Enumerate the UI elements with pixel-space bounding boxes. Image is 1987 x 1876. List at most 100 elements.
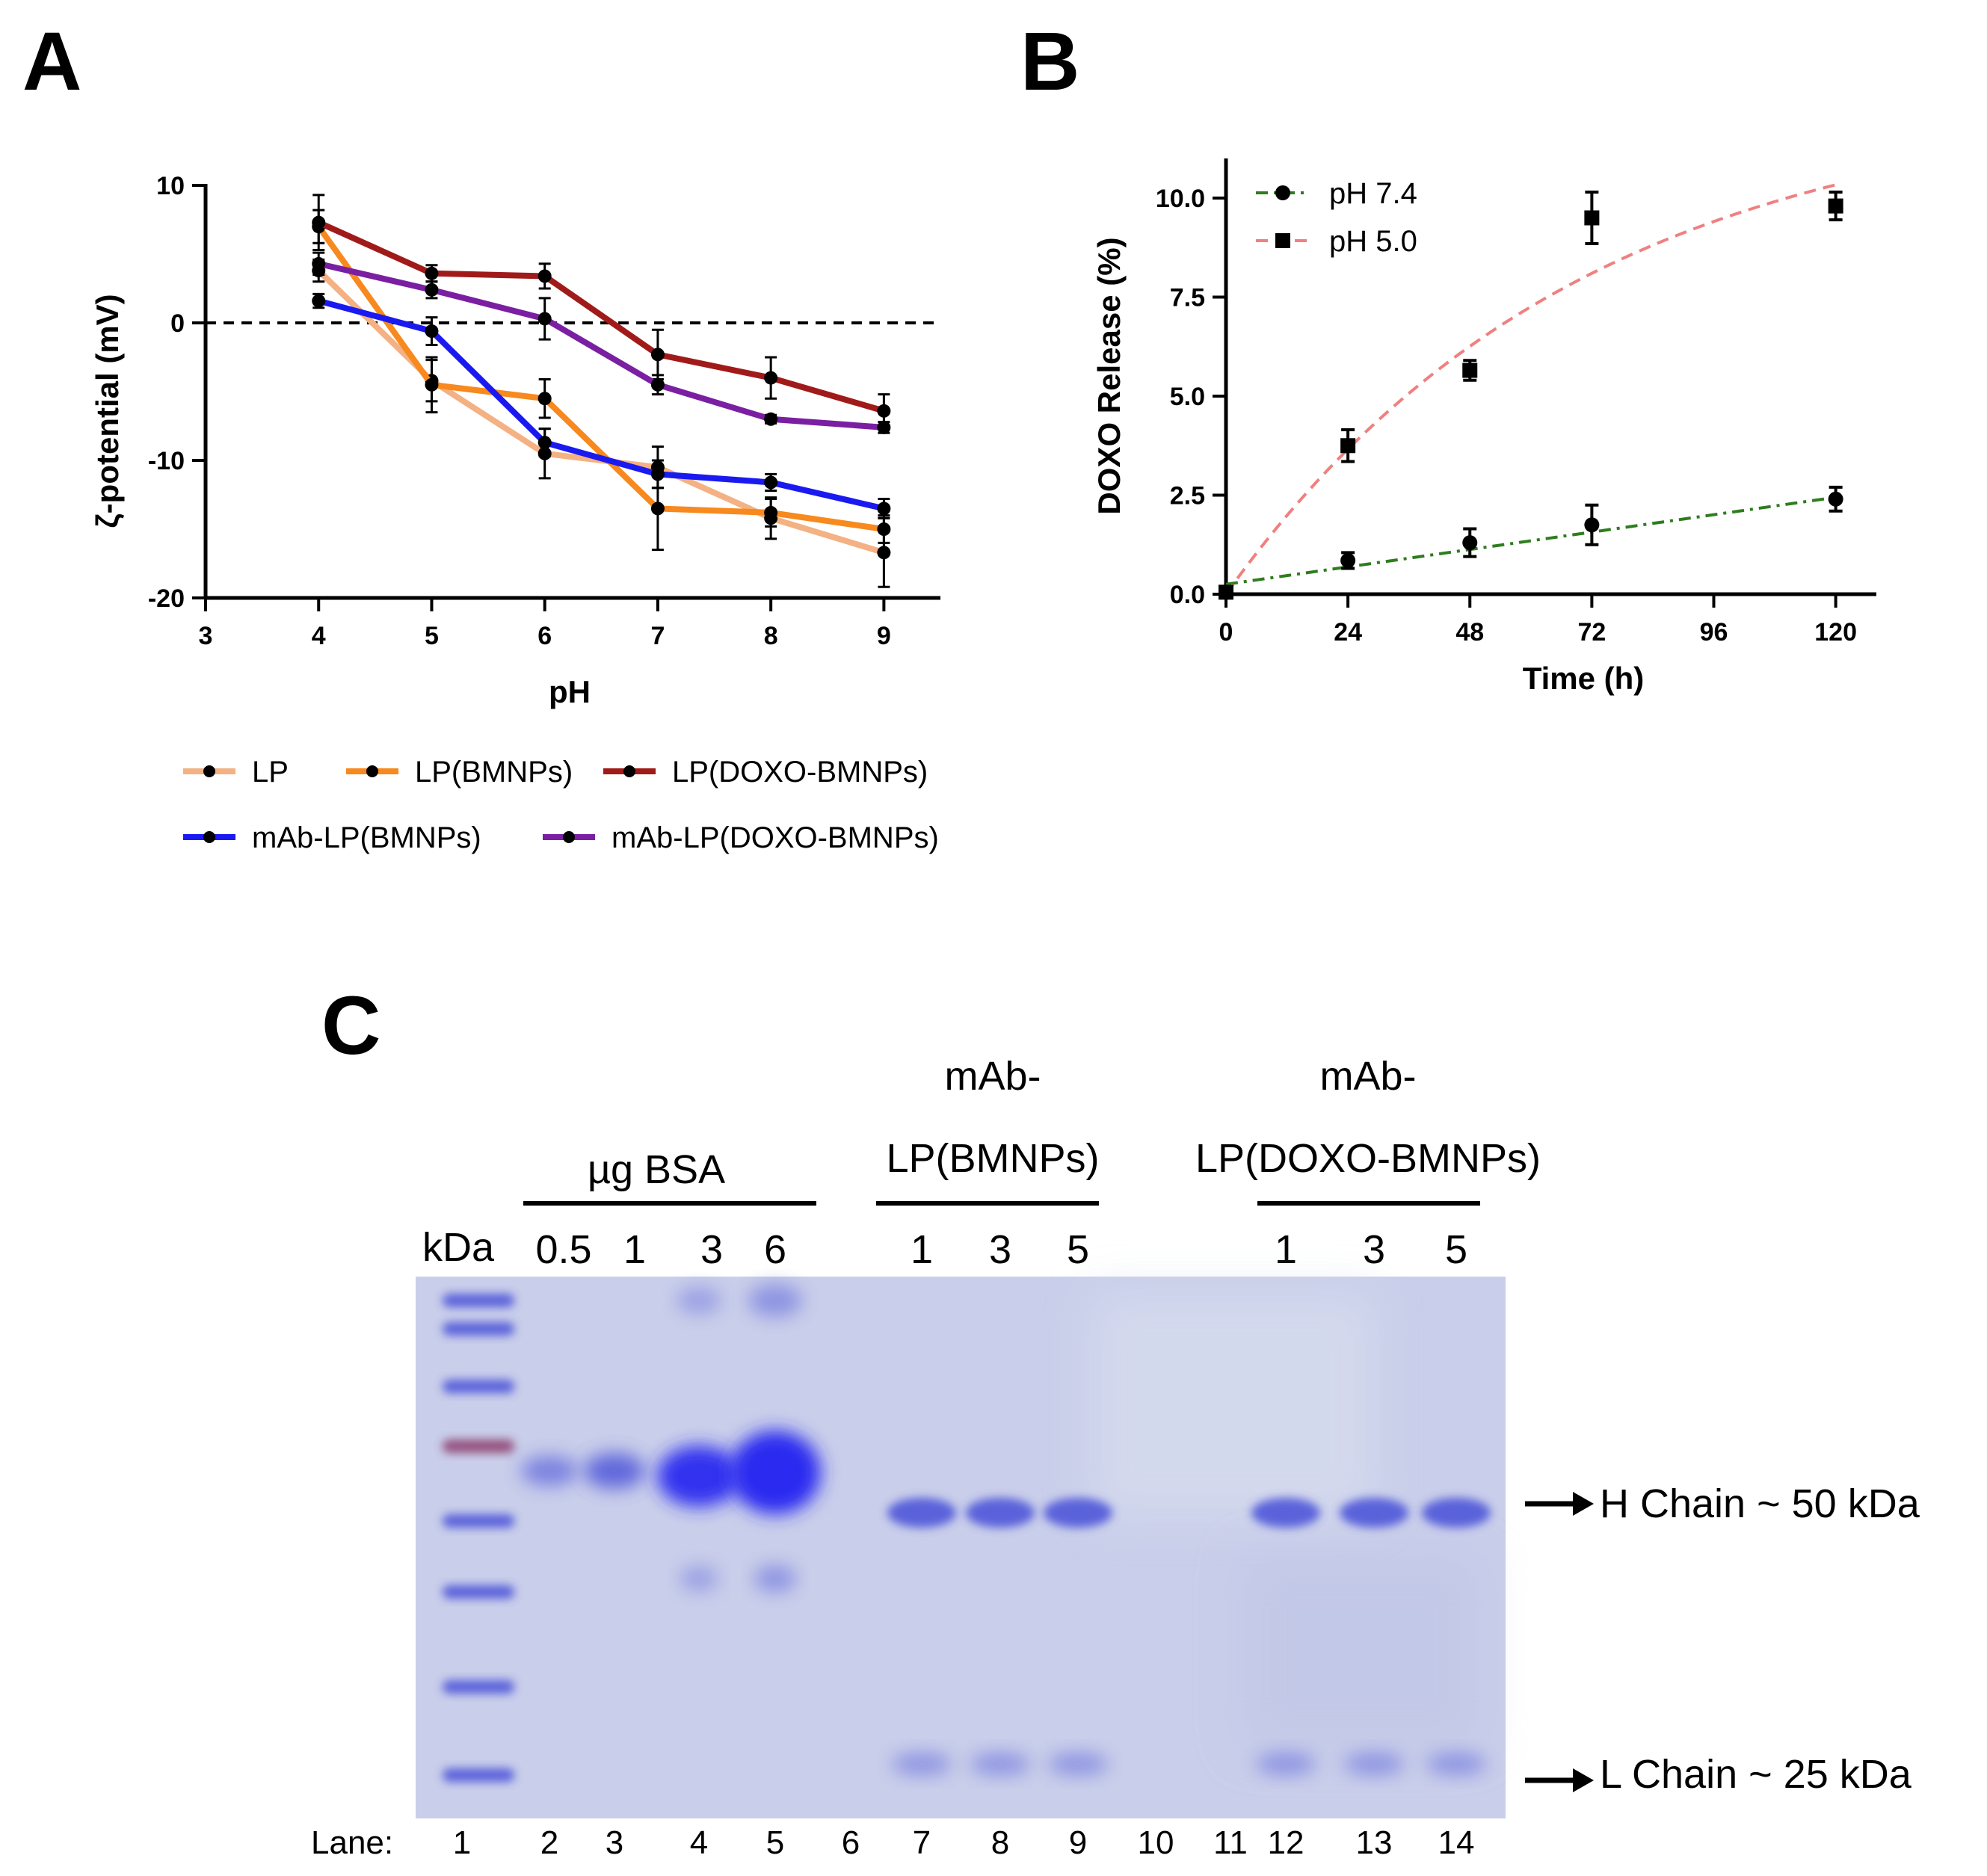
l-chain-annotation: L Chain ~ 25 kDa bbox=[1525, 1752, 1912, 1797]
chart-a-legend-entry-mab-lp-bmnps: mAb-LP(BMNPs) bbox=[183, 821, 481, 854]
chart-a-y-tick-label: -20 bbox=[148, 584, 185, 613]
h-chain-annotation: H Chain ~ 50 kDa bbox=[1525, 1481, 1920, 1526]
lane-number-5: 5 bbox=[766, 1824, 784, 1861]
chart-a-y-tick-label: 10 bbox=[156, 172, 185, 200]
lane-number-13: 13 bbox=[1356, 1824, 1393, 1861]
lp-doxo-amount-label: 1 bbox=[1275, 1227, 1297, 1272]
chart-b-y-tick-label: 0.0 bbox=[1170, 581, 1205, 609]
h-chain-band bbox=[1340, 1498, 1408, 1528]
chart-b-y-tick-label: 2.5 bbox=[1170, 482, 1205, 510]
chart-b-fit-ph-7-4 bbox=[1225, 496, 1836, 586]
bsa-band-0-5ug bbox=[521, 1456, 578, 1486]
lane-number-11: 11 bbox=[1213, 1824, 1248, 1861]
chart-b-point bbox=[1340, 552, 1356, 568]
chart-b-y-tick-label: 7.5 bbox=[1170, 284, 1205, 312]
chart-b-point bbox=[1828, 198, 1843, 214]
chart-a-legend-label: mAb-LP(BMNPs) bbox=[252, 821, 481, 854]
chart-a-line-mab-lp-bmnps bbox=[318, 297, 885, 512]
chart-b-fit-ph-5-0 bbox=[1224, 183, 1837, 596]
chart-a-legend-label: mAb-LP(DOXO-BMNPs) bbox=[611, 821, 939, 854]
chart-a-legend-entry-mab-lp-doxo-bmnps: mAb-LP(DOXO-BMNPs) bbox=[543, 821, 939, 854]
ladder-band bbox=[443, 1514, 514, 1528]
lane-number-6: 6 bbox=[842, 1824, 860, 1861]
lane-number-2: 2 bbox=[540, 1824, 558, 1861]
gel-header-mab-2: mAb- bbox=[1319, 1054, 1416, 1099]
chart-a-y-axis-title: ζ-potential (mV) bbox=[90, 294, 125, 528]
chart-a-line-lp-bmnps bbox=[315, 224, 884, 532]
chart-b-x-tick-label: 96 bbox=[1700, 618, 1728, 647]
chart-a-point bbox=[764, 505, 778, 519]
bsa-band-6ug bbox=[730, 1431, 821, 1514]
chart-a-y-tick-label: 0 bbox=[170, 309, 185, 338]
chart-a-line-mab-lp-doxo-bmnps bbox=[318, 260, 884, 431]
chart-a-y-tick-label: -10 bbox=[148, 447, 185, 475]
l-chain-arrowhead bbox=[1573, 1768, 1594, 1792]
ladder-band bbox=[443, 1768, 514, 1782]
ladder-band bbox=[443, 1380, 514, 1393]
lane-number-10: 10 bbox=[1138, 1824, 1174, 1861]
chart-a-series-mab-lp-doxo-bmnps bbox=[312, 251, 891, 434]
chart-b-legend-entry-ph-7-4: pH 7.4 bbox=[1256, 177, 1417, 210]
chart-b-point bbox=[1584, 210, 1600, 226]
chart-b-point bbox=[1828, 491, 1843, 507]
chart-a-point bbox=[650, 377, 665, 392]
lane-number-9: 9 bbox=[1069, 1824, 1087, 1861]
chart-b-legend-label: pH 5.0 bbox=[1329, 225, 1417, 258]
chart-b-x-tick-label: 0 bbox=[1219, 618, 1233, 647]
lp-bmnps-amount-label: 5 bbox=[1067, 1227, 1089, 1272]
lane-number-3: 3 bbox=[606, 1824, 623, 1861]
chart-a-legend-entry-lp-bmnps: LP(BMNPs) bbox=[346, 756, 573, 789]
chart-a-point bbox=[537, 392, 552, 406]
chart-b-y-tick-label: 5.0 bbox=[1170, 383, 1205, 411]
l-chain-label: L Chain ~ 25 kDa bbox=[1600, 1752, 1912, 1797]
gel-shadow-patch bbox=[1241, 1555, 1480, 1749]
bsa-aggregate-band bbox=[748, 1284, 802, 1317]
lane-row-prefix: Lane: bbox=[311, 1824, 393, 1861]
lane-number-7: 7 bbox=[913, 1824, 931, 1861]
gel-header-bsa: µg BSA bbox=[588, 1147, 725, 1192]
chart-b-series-ph-7-4 bbox=[1219, 485, 1843, 600]
l-chain-band bbox=[1048, 1753, 1108, 1775]
l-chain-band bbox=[892, 1753, 952, 1775]
chart-a-point bbox=[764, 475, 778, 490]
chart-a-x-tick-label: 4 bbox=[312, 622, 326, 650]
chart-a-point bbox=[425, 266, 439, 280]
chart-a-legend-marker bbox=[563, 831, 575, 843]
chart-a-point bbox=[877, 404, 891, 418]
chart-a-x-tick-label: 8 bbox=[764, 622, 778, 650]
chart-a-series-lp-doxo-bmnps bbox=[312, 194, 891, 429]
l-chain-band bbox=[1426, 1753, 1486, 1775]
chart-a-legend-entry-lp: LP bbox=[183, 756, 289, 789]
l-chain-band bbox=[1344, 1753, 1404, 1775]
h-chain-band bbox=[1251, 1498, 1320, 1528]
chart-b-x-tick-label: 24 bbox=[1334, 618, 1362, 647]
lp-bmnps-amount-label: 3 bbox=[989, 1227, 1011, 1272]
chart-a-point bbox=[877, 546, 891, 560]
chart-a-series-mab-lp-bmnps bbox=[312, 292, 891, 519]
chart-a-legend-label: LP bbox=[252, 756, 289, 789]
chart-a-point bbox=[877, 502, 891, 516]
chart-a-legend: LP LP(BMNPs) LP(DOXO-BMNPs) mAb-LP(BMNPs) mA… bbox=[183, 756, 939, 854]
chart-b-legend: pH 7.4 pH 5.0 bbox=[1256, 177, 1417, 258]
chart-a-point bbox=[877, 522, 891, 536]
chart-a-x-tick-label: 9 bbox=[877, 622, 891, 650]
chart-a-point bbox=[425, 377, 439, 392]
chart-a-point bbox=[537, 436, 552, 450]
panel-label-a: A bbox=[22, 16, 81, 108]
chart-a-legend-label: LP(BMNPs) bbox=[415, 756, 573, 789]
lane-number-4: 4 bbox=[690, 1824, 708, 1861]
ladder-band bbox=[443, 1585, 514, 1599]
gel-kda-label: kDa bbox=[422, 1225, 495, 1270]
h-chain-band bbox=[1422, 1498, 1491, 1528]
chart-a-legend-marker bbox=[203, 831, 215, 843]
chart-b-y-tick-label: 10.0 bbox=[1156, 185, 1205, 213]
bsa-band-1ug bbox=[584, 1453, 645, 1489]
chart-b-x-tick-label: 120 bbox=[1814, 618, 1857, 647]
bsa-amount-label: 6 bbox=[764, 1227, 786, 1272]
bsa-aggregate-band bbox=[677, 1287, 721, 1314]
chart-a-point bbox=[650, 502, 665, 516]
chart-b-legend-marker bbox=[1275, 185, 1290, 200]
chart-a-point bbox=[312, 294, 326, 308]
